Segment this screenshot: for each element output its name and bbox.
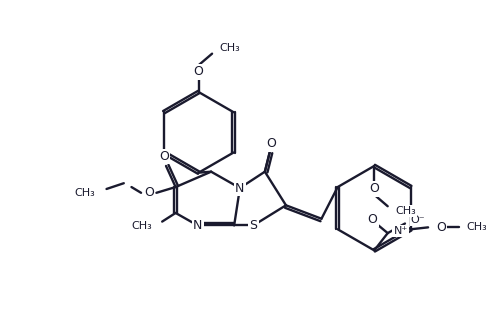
Text: N: N: [193, 219, 202, 232]
Text: O: O: [159, 150, 169, 163]
Text: CH₃: CH₃: [132, 221, 153, 231]
Text: CH₃: CH₃: [396, 206, 416, 216]
Text: O⁻: O⁻: [411, 215, 425, 225]
Text: O: O: [367, 213, 377, 226]
Text: O: O: [436, 221, 446, 234]
Text: O: O: [194, 65, 204, 78]
Text: CH₃: CH₃: [74, 188, 95, 198]
Text: O: O: [369, 183, 379, 195]
Text: O: O: [144, 186, 154, 199]
Text: N⁺: N⁺: [394, 226, 408, 236]
Text: S: S: [249, 219, 258, 232]
Text: O: O: [267, 138, 277, 150]
Text: N: N: [235, 182, 244, 194]
Text: CH₃: CH₃: [467, 222, 486, 232]
Text: CH₃: CH₃: [220, 43, 241, 53]
